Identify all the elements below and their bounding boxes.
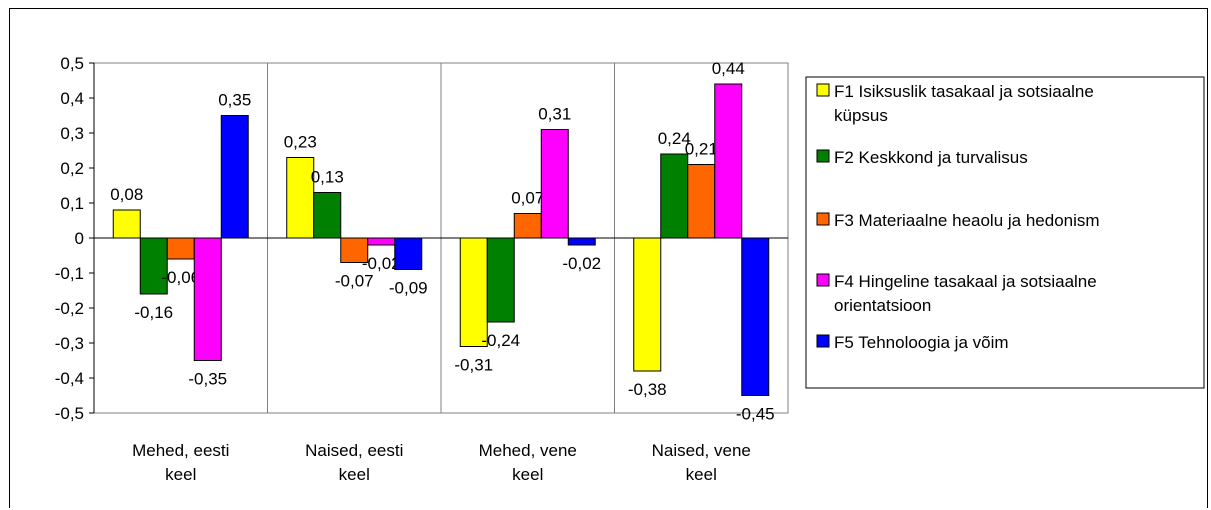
data-label: 0,07 [511,189,544,208]
legend-swatch [816,334,830,348]
category-label: Mehed, eesti [132,441,229,460]
bar [193,237,222,361]
data-label: -0,16 [134,303,173,322]
legend-swatch [816,149,830,163]
chart-frame [9,8,1208,508]
legend-swatch [816,83,830,97]
bar [486,237,515,323]
y-tick-label: -0,2 [55,299,84,318]
data-label: -0,02 [362,254,401,273]
bar [220,115,249,239]
data-label: 0,23 [284,133,317,152]
data-label: -0,31 [454,356,493,375]
bar [286,157,315,239]
category-label: Mehed, vene [479,441,577,460]
bar [714,83,743,239]
data-label: 0,08 [110,185,143,204]
data-label: -0,45 [736,405,775,424]
y-tick-label: -0,4 [55,369,84,388]
data-label: 0,24 [658,129,691,148]
bar [166,237,195,260]
data-label: 0,31 [538,105,571,124]
data-label: 0,44 [712,59,745,78]
bar [633,237,662,372]
legend-swatch [816,212,830,226]
data-label: -0,06 [161,268,200,287]
data-label: 0,21 [685,140,718,159]
legend-label: orientatsioon [834,296,931,315]
category-label: keel [339,465,370,484]
y-tick-label: 0,1 [60,194,84,213]
legend-label: F3 Materiaalne heaolu ja hedonism [834,211,1100,230]
legend-label: küpsus [834,106,888,125]
bar [139,237,168,295]
bar [567,237,596,246]
legend-label: F2 Keskkond ja turvalisus [834,148,1028,167]
category-label: keel [686,465,717,484]
y-tick-label: -0,1 [55,264,84,283]
legend-label: F4 Hingeline tasakaal ja sotsiaalne [834,272,1097,291]
category-label: keel [165,465,196,484]
bar [660,153,689,239]
bar [459,237,488,347]
y-tick-label: 0,4 [60,89,84,108]
bar [367,237,396,246]
y-tick-label: 0,5 [60,54,84,73]
legend-swatch [816,273,830,287]
bar [112,209,141,239]
data-label: -0,35 [188,370,227,389]
y-tick-label: -0,5 [55,404,84,423]
bar [687,164,716,239]
data-label: -0,09 [389,279,428,298]
bar [394,237,423,270]
bar [513,213,542,239]
data-label: -0,07 [335,272,374,291]
category-label: Naised, eesti [305,441,403,460]
data-label: 0,35 [218,91,251,110]
data-label: -0,02 [562,254,601,273]
bar [313,192,342,239]
y-tick-label: -0,3 [55,334,84,353]
category-label: Naised, vene [652,441,751,460]
category-label: keel [512,465,543,484]
bar [741,237,770,396]
legend-label: F5 Tehnoloogia ja võim [834,333,1009,352]
y-tick-label: 0,2 [60,159,84,178]
data-label: 0,13 [311,168,344,187]
data-label: -0,24 [481,331,520,350]
bar [540,129,569,239]
legend [805,76,1205,389]
legend-label: F1 Isiksuslik tasakaal ja sotsiaalne [834,82,1094,101]
y-tick-label: 0,3 [60,124,84,143]
data-label: -0,38 [628,380,667,399]
bar [340,237,369,263]
y-tick-label: 0 [75,229,84,248]
